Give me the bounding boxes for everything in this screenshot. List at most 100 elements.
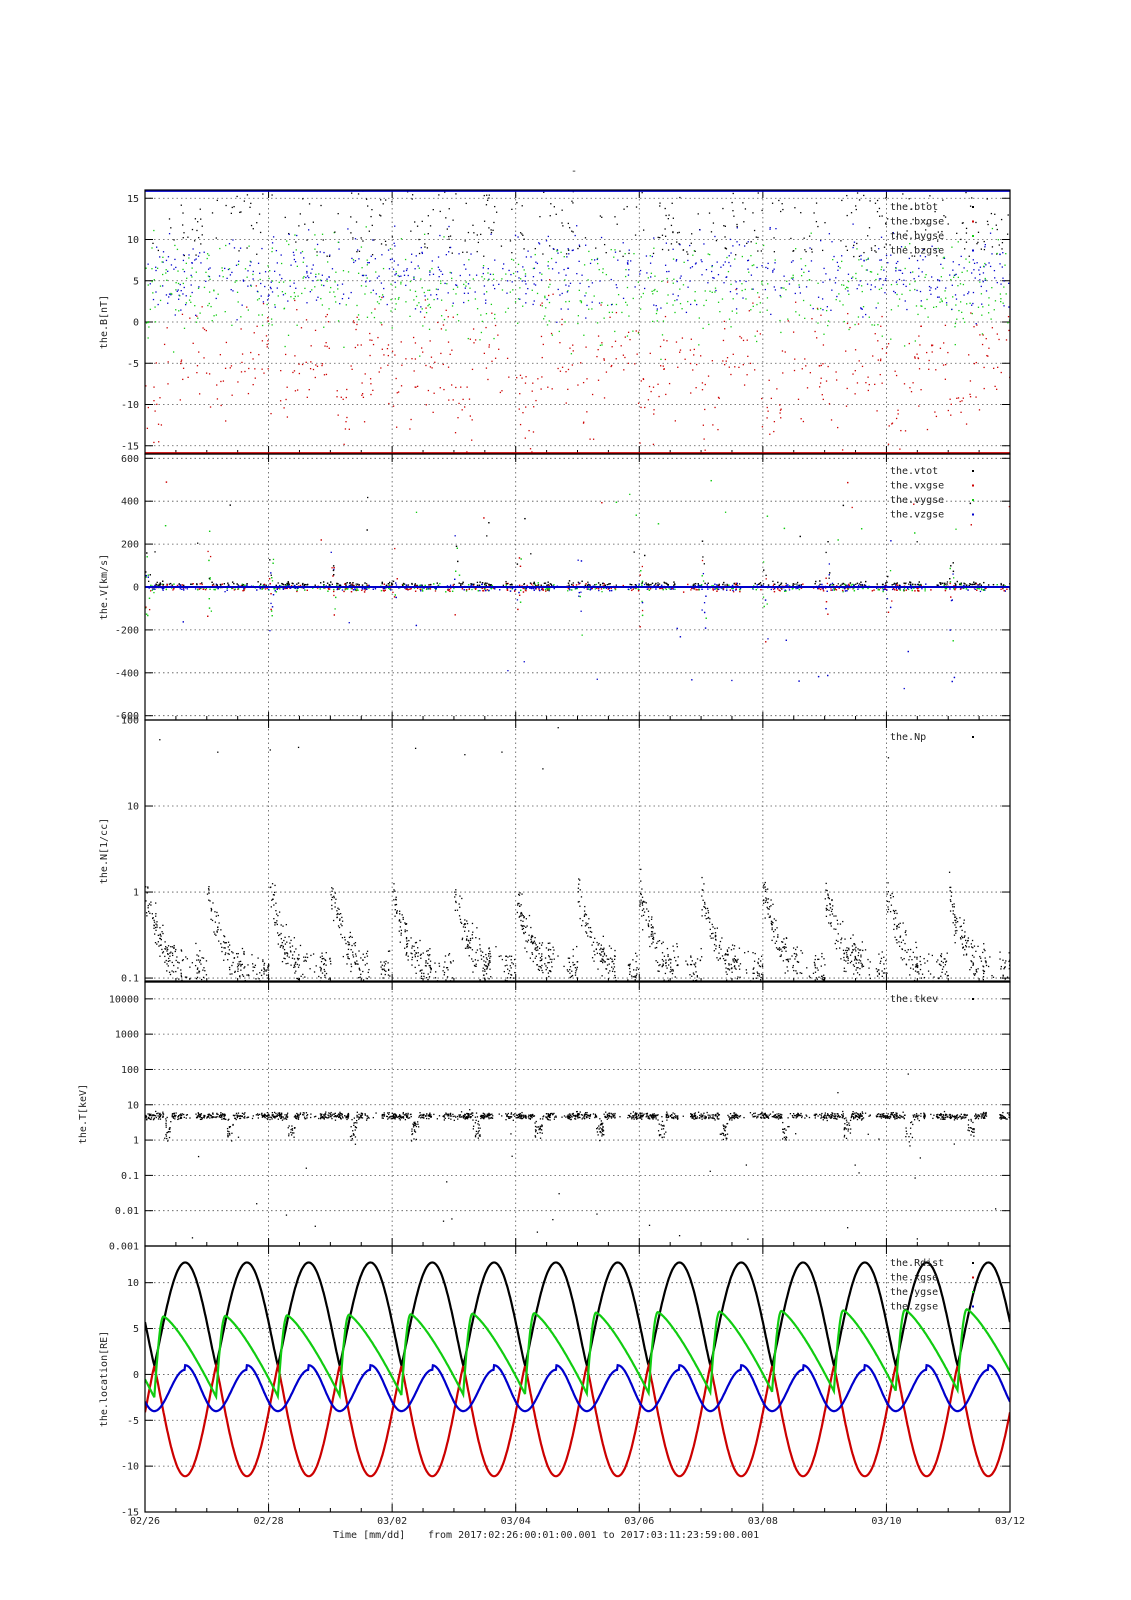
vtot-point — [534, 584, 537, 587]
bxgse-point — [636, 353, 638, 355]
btot-point — [782, 208, 784, 211]
vygse-point — [715, 587, 718, 590]
bxgse-point — [316, 365, 319, 368]
bzgse-point — [676, 280, 678, 283]
vxgse-point — [1002, 587, 1004, 590]
bzgse-point — [982, 281, 984, 283]
bxgse-point — [899, 448, 901, 450]
bzgse-point — [655, 304, 657, 307]
vtot-point — [980, 584, 983, 586]
btot-point — [840, 240, 842, 242]
bxgse-point — [880, 325, 882, 327]
vtot-point — [886, 581, 888, 583]
bxgse-point — [881, 382, 883, 384]
bygse-point — [832, 258, 834, 261]
vtot-point — [966, 584, 968, 586]
bzgse-point — [890, 254, 892, 256]
vxgse-point — [647, 588, 649, 590]
bzgse-point — [752, 288, 754, 290]
bzgse-point — [865, 313, 867, 316]
bxgse-point — [561, 318, 563, 321]
bzgse-point — [536, 262, 539, 265]
bygse-point — [266, 303, 268, 306]
vtot-point — [909, 581, 912, 584]
bygse-point — [269, 270, 271, 272]
bygse-point — [681, 308, 683, 310]
bygse-point — [449, 271, 451, 274]
bzgse-point — [772, 271, 774, 273]
bzgse-point — [306, 265, 308, 267]
bzgse-point — [837, 269, 839, 271]
vtot-point — [960, 583, 962, 586]
bxgse-point — [396, 392, 398, 394]
bxgse-point — [714, 406, 716, 409]
bygse-point — [380, 298, 382, 301]
vtot-point — [956, 580, 958, 583]
panel-2: 6004002000-200-400-600the.V[km/s]the.vto… — [99, 453, 1011, 722]
bygse-point — [320, 297, 322, 300]
y-tick-label: -10 — [121, 400, 139, 411]
bxgse-point — [220, 404, 222, 407]
bzgse-point — [689, 280, 691, 282]
bxgse-point — [787, 320, 789, 322]
bxgse-point — [549, 279, 551, 281]
bzgse-point — [858, 284, 860, 286]
btot-point — [998, 244, 1000, 246]
btot-point — [923, 249, 926, 251]
bxgse-point — [949, 398, 951, 400]
bygse-point — [382, 267, 385, 270]
bzgse-point — [695, 262, 697, 264]
bygse-point — [954, 343, 956, 346]
bzgse-point — [347, 228, 349, 230]
bzgse-point — [581, 274, 583, 276]
bzgse-point — [180, 309, 182, 311]
bzgse-point — [729, 238, 732, 241]
bxgse-point — [828, 403, 831, 405]
y-axis-label: the.B[nT] — [99, 295, 110, 349]
bygse-point — [423, 233, 426, 235]
bxgse-point — [461, 409, 463, 411]
bzgse-point — [339, 303, 341, 305]
vtot-point — [1002, 584, 1004, 587]
bygse-point — [704, 290, 706, 292]
bxgse-point — [179, 399, 181, 401]
bxgse-point — [749, 362, 752, 365]
bzgse-point — [525, 256, 528, 258]
bygse-point — [921, 305, 923, 307]
bzgse-point — [701, 260, 703, 263]
bzgse-point — [976, 262, 978, 264]
bzgse-point — [576, 272, 578, 275]
bygse-point — [361, 267, 363, 269]
vzgse-point — [861, 583, 864, 586]
btot-point — [960, 238, 962, 241]
bygse-point — [744, 288, 746, 291]
bygse-point — [415, 295, 418, 298]
bygse-point — [512, 289, 514, 291]
bxgse-point — [928, 368, 930, 370]
vtot-point — [171, 584, 173, 586]
bxgse-point — [648, 385, 651, 388]
bzgse-point — [887, 262, 889, 264]
bygse-point — [890, 283, 893, 286]
bzgse-point — [190, 284, 192, 286]
bygse-point — [869, 271, 872, 273]
btot-point — [724, 225, 727, 227]
bzgse-point — [774, 262, 776, 264]
bxgse-point — [897, 409, 899, 411]
bzgse-point — [281, 277, 283, 280]
bygse-point — [966, 303, 968, 305]
bxgse-point — [416, 385, 419, 388]
vxgse-point — [434, 590, 437, 592]
bxgse-point — [931, 351, 933, 353]
bzgse-point — [579, 282, 581, 285]
bxgse-point — [314, 329, 317, 332]
btot-point — [962, 222, 964, 224]
bygse-point — [394, 298, 396, 300]
bzgse-point — [525, 302, 527, 304]
bygse-point — [261, 314, 263, 316]
bzgse-point — [174, 258, 176, 261]
bxgse-point — [182, 378, 184, 381]
bzgse-point — [381, 254, 383, 256]
btot-point — [943, 215, 945, 217]
bzgse-point — [569, 282, 572, 284]
